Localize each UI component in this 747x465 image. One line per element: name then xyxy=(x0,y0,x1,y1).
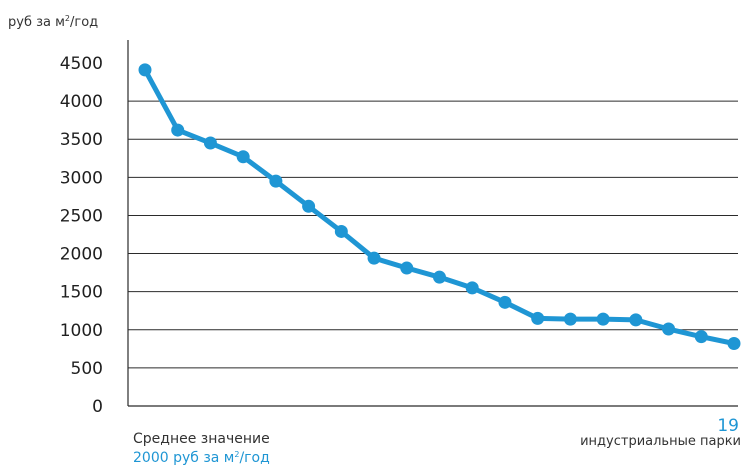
data-point-3 xyxy=(203,136,217,150)
gridlines xyxy=(128,100,738,369)
data-point-10 xyxy=(433,270,446,284)
data-point-5 xyxy=(269,174,283,188)
data-point-7 xyxy=(334,224,348,238)
data-point-11 xyxy=(465,281,479,295)
data-point-8 xyxy=(367,251,381,265)
data-point-1 xyxy=(138,63,152,77)
parks-count-value: 19 xyxy=(717,416,739,436)
data-point-16 xyxy=(629,313,643,327)
data-point-9 xyxy=(400,261,414,275)
data-point-14 xyxy=(563,312,577,326)
data-point-18 xyxy=(694,330,708,344)
y-tick-label-500: 500 xyxy=(71,359,103,379)
data-point-6 xyxy=(302,199,316,213)
y-unit-superscript: 2 xyxy=(65,14,70,23)
y-tick-label-3500: 3500 xyxy=(60,130,103,150)
average-value-prefix: 2000 руб за м xyxy=(133,450,234,465)
data-points xyxy=(138,63,741,350)
data-point-15 xyxy=(596,312,610,326)
y-tick-label-4500: 4500 xyxy=(60,54,103,74)
y-tick-label-1000: 1000 xyxy=(60,321,103,341)
y-unit-label: руб за м2/год xyxy=(8,14,98,30)
y-tick-label-2500: 2500 xyxy=(60,206,103,226)
y-tick-label-3000: 3000 xyxy=(60,168,103,188)
y-tick-label-2000: 2000 xyxy=(60,245,103,265)
average-value-superscript: 2 xyxy=(234,450,239,459)
data-point-13 xyxy=(531,311,545,325)
y-axis-ticks: 0 500 1000 1500 2000 2500 3000 3500 4000 4500 xyxy=(60,54,103,417)
series xyxy=(142,67,737,346)
parks-count-label: индустриальные парки xyxy=(580,434,741,449)
average-title: Среднее значение xyxy=(133,431,270,447)
average-value: 2000 руб за м2/год xyxy=(133,450,270,465)
series-line xyxy=(142,67,737,346)
y-tick-label-0: 0 xyxy=(92,397,103,417)
data-point-19 xyxy=(727,336,741,350)
data-point-4 xyxy=(236,150,250,164)
y-tick-label-4000: 4000 xyxy=(60,92,103,112)
average-value-suffix: /год xyxy=(239,450,269,465)
data-point-17 xyxy=(662,322,676,336)
y-unit-prefix: руб за м xyxy=(8,15,65,30)
y-tick-label-1500: 1500 xyxy=(60,283,103,303)
data-point-12 xyxy=(498,295,512,309)
y-unit-suffix: /год xyxy=(70,15,98,30)
data-point-2 xyxy=(171,123,185,137)
axes xyxy=(127,40,738,407)
